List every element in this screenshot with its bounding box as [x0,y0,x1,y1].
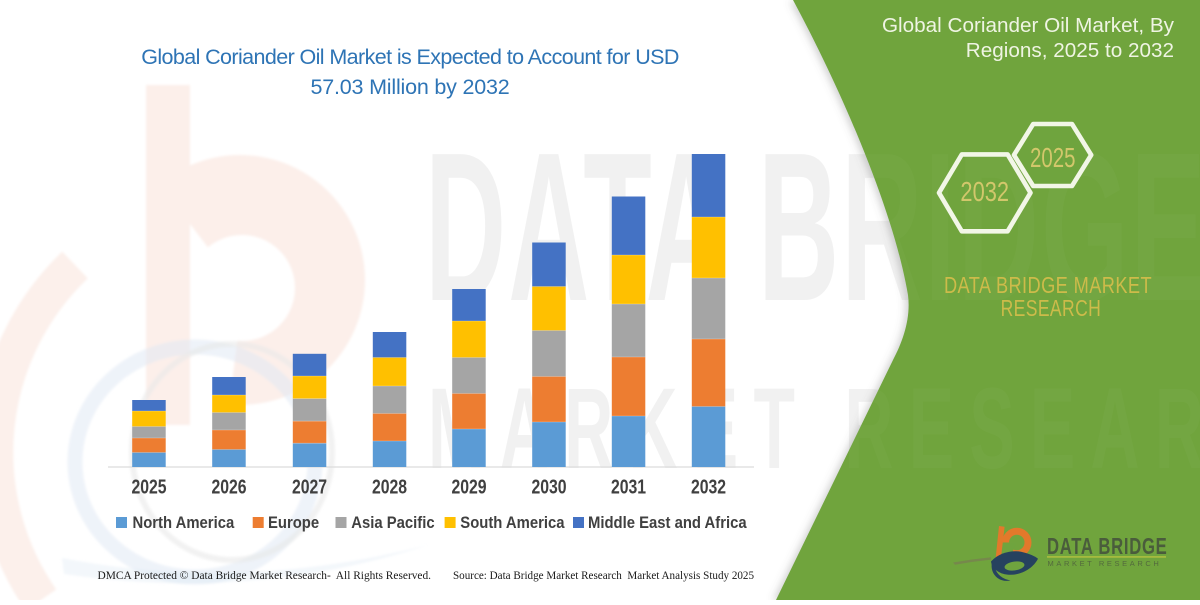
svg-text:2025: 2025 [131,476,166,498]
svg-text:South America: South America [460,514,564,532]
svg-text:DATA BRIDGE: DATA BRIDGE [1047,534,1167,559]
svg-text:2025: 2025 [1030,143,1075,174]
svg-text:2026: 2026 [211,476,246,498]
svg-text:2030: 2030 [531,476,566,498]
svg-text:Source: Data Bridge Market Res: Source: Data Bridge Market Research Mark… [453,570,754,582]
svg-text:Middle East and Africa: Middle East and Africa [588,514,747,532]
svg-text:2032: 2032 [691,476,726,498]
svg-text:Global Coriander Oil Market, B: Global Coriander Oil Market, By [882,14,1175,37]
svg-text:RESEARCH: RESEARCH [1001,297,1102,322]
svg-text:2032: 2032 [960,176,1009,207]
svg-text:DATA BRIDGE MARKET: DATA BRIDGE MARKET [944,273,1152,298]
svg-text:Asia Pacific: Asia Pacific [351,514,435,532]
svg-text:North America: North America [133,514,235,532]
svg-text:57.03 Million by 2032: 57.03 Million by 2032 [311,75,510,99]
svg-text:DMCA Protected © Data Bridge M: DMCA Protected © Data Bridge Market Rese… [98,570,432,582]
svg-text:2028: 2028 [372,476,407,498]
svg-text:Global Coriander Oil Market is: Global Coriander Oil Market is Expected … [141,45,679,69]
svg-text:Regions, 2025 to 2032: Regions, 2025 to 2032 [966,39,1174,62]
svg-text:2027: 2027 [292,476,327,498]
svg-text:2031: 2031 [611,476,646,498]
svg-text:MARKET RESEARCH: MARKET RESEARCH [1048,559,1162,568]
svg-text:Europe: Europe [268,514,319,532]
svg-text:2029: 2029 [451,476,486,498]
